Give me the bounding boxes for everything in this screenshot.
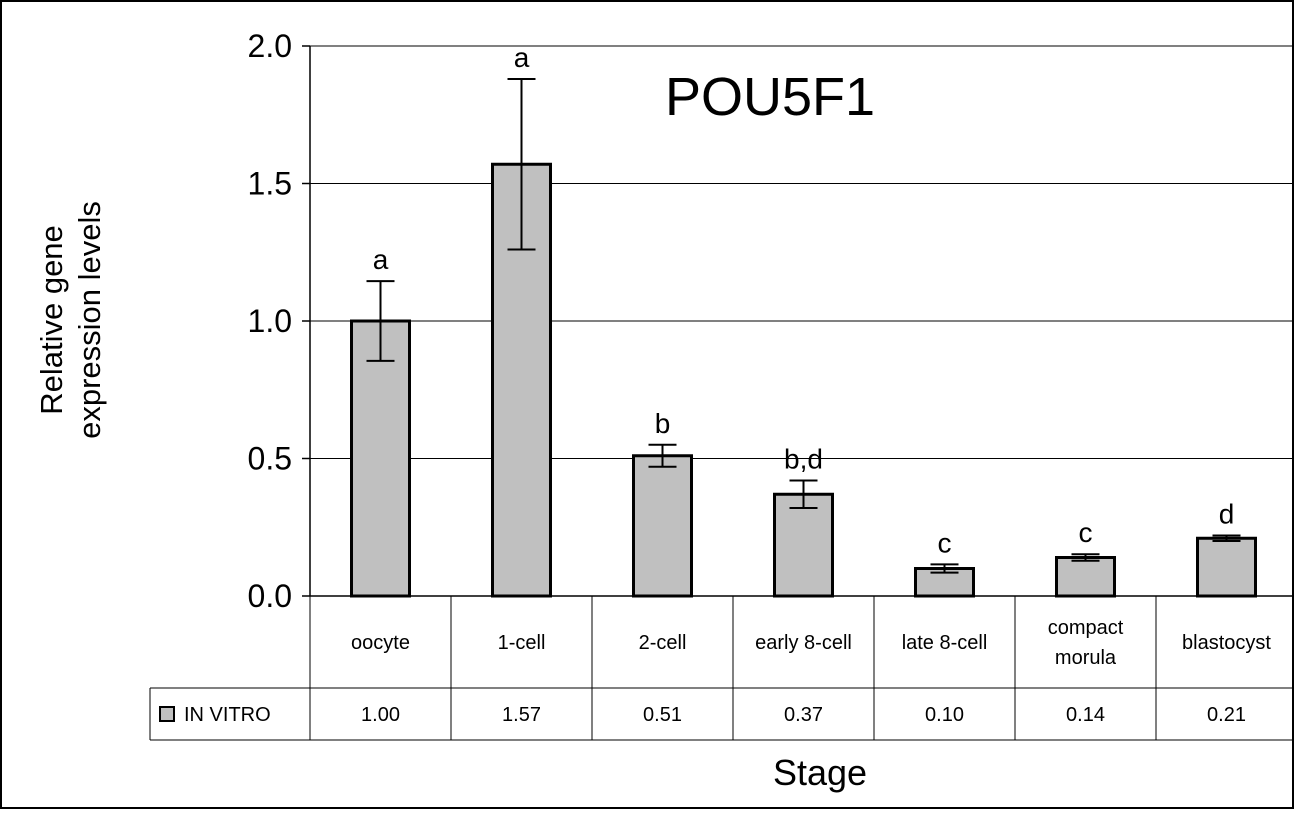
significance-label: c bbox=[1079, 517, 1093, 548]
data-label: 0.14 bbox=[1066, 704, 1105, 726]
x-category-label: late 8-cell bbox=[902, 632, 988, 654]
significance-label: c bbox=[938, 527, 952, 558]
data-label: 0.10 bbox=[925, 704, 964, 726]
significance-label: d bbox=[1219, 499, 1235, 530]
y-tick-labels: 0.0 0.5 1.0 1.5 2.0 bbox=[248, 28, 292, 614]
x-category-label: 1-cell bbox=[498, 632, 546, 654]
y-tick-label: 1.5 bbox=[248, 166, 292, 202]
legend-swatch bbox=[159, 706, 175, 722]
x-category-label: early 8-cell bbox=[755, 632, 852, 654]
y-tick-label: 0.5 bbox=[248, 441, 292, 477]
y-tick-label: 2.0 bbox=[248, 28, 292, 64]
data-label: 1.00 bbox=[361, 704, 400, 726]
bar bbox=[1196, 536, 1257, 598]
significance-label: b,d bbox=[784, 444, 823, 475]
bar bbox=[773, 492, 834, 598]
bar bbox=[632, 454, 693, 598]
data-table: oocyte 1.00 1-cell 1.57 2-cell 0.51 early 8-ce… bbox=[149, 596, 1294, 741]
gridlines bbox=[302, 45, 1294, 597]
bar bbox=[350, 319, 411, 598]
annotations: a a b b,d c c d bbox=[373, 42, 1235, 558]
y-tick-label: 0.0 bbox=[248, 578, 292, 614]
bar bbox=[1055, 556, 1116, 598]
y-tick-label: 1.0 bbox=[248, 303, 292, 339]
data-label: 0.21 bbox=[1207, 704, 1246, 726]
significance-label: a bbox=[373, 244, 389, 275]
data-label: 0.51 bbox=[643, 704, 682, 726]
significance-label: b bbox=[655, 408, 671, 439]
legend-label: IN VITRO bbox=[184, 704, 271, 726]
x-category-label: 2-cell bbox=[639, 632, 687, 654]
significance-label: a bbox=[514, 42, 530, 73]
data-label: 0.37 bbox=[784, 704, 823, 726]
x-category-label: morula bbox=[1055, 647, 1117, 669]
axes bbox=[309, 46, 1294, 597]
x-category-label: blastocyst bbox=[1182, 632, 1271, 654]
x-category-label: oocyte bbox=[351, 632, 410, 654]
y-axis-label: Relative gene expression levels bbox=[34, 201, 107, 439]
chart-title: POU5F1 bbox=[665, 67, 875, 127]
x-category-label: compact bbox=[1048, 617, 1124, 639]
data-label: 1.57 bbox=[502, 704, 541, 726]
x-axis-label: Stage bbox=[773, 752, 867, 793]
y-axis-label-line: expression levels bbox=[72, 201, 107, 439]
error-bars bbox=[366, 78, 1241, 574]
y-axis-label-line: Relative gene bbox=[34, 225, 69, 415]
